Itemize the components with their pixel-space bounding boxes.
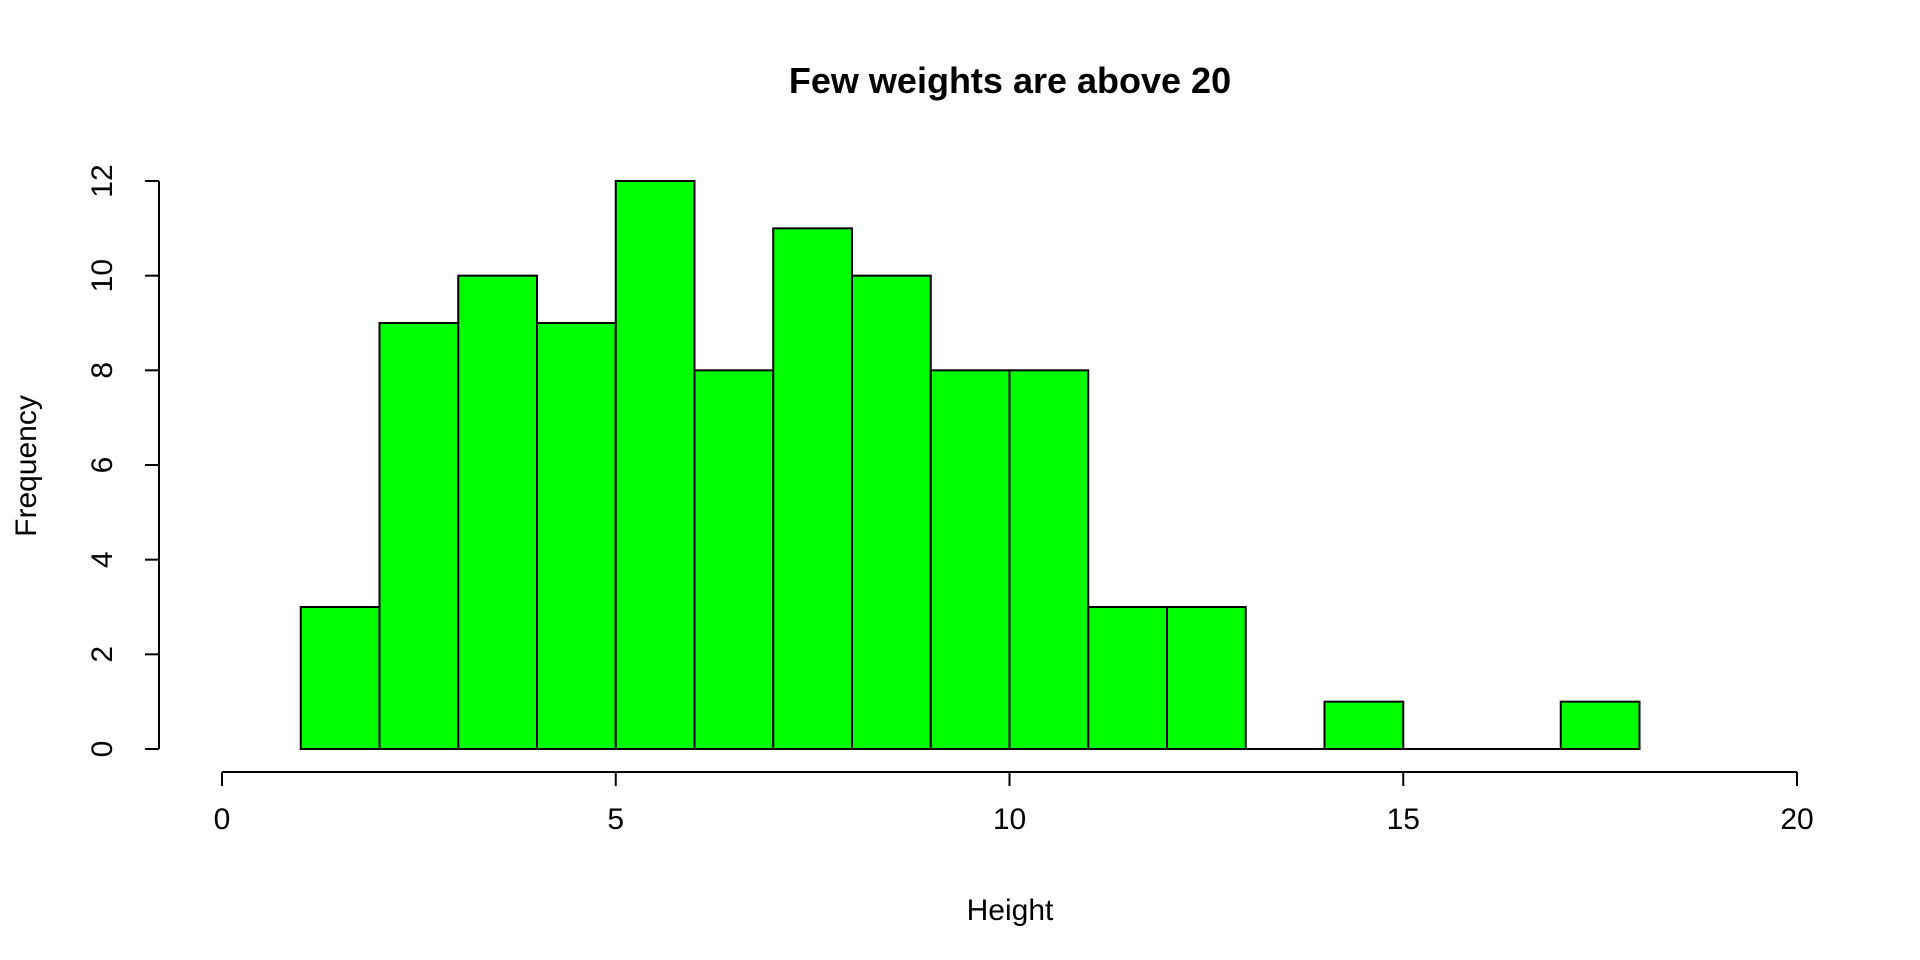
histogram-bar-5-6 <box>614 180 696 750</box>
histogram-bar-7-8 <box>772 227 853 751</box>
histogram-bar-9-10 <box>929 369 1011 750</box>
x-axis: 0 5 10 15 20 <box>214 771 1814 836</box>
y-tick-label: 8 <box>86 362 119 379</box>
y-tick-label: 0 <box>86 741 119 758</box>
histogram-bar-10-11 <box>1008 369 1090 750</box>
y-tick-label: 4 <box>86 551 119 568</box>
y-tick-label: 6 <box>86 457 119 474</box>
histogram-bar-4-5 <box>536 322 617 750</box>
y-tick-label: 12 <box>86 164 119 197</box>
histogram-bar-3-4 <box>457 274 538 750</box>
x-tick-label: 15 <box>1387 803 1420 836</box>
histogram-bar-17-18 <box>1559 700 1641 751</box>
histogram-bar-1-2 <box>299 606 381 750</box>
bars-group <box>299 180 1641 751</box>
y-tick-label: 2 <box>86 646 119 663</box>
x-tick-label: 10 <box>993 803 1026 836</box>
histogram-bar-2-3 <box>378 322 460 750</box>
histogram-bar-14-15 <box>1323 700 1405 751</box>
y-tick-label: 10 <box>86 259 119 292</box>
x-tick-label: 0 <box>214 803 231 836</box>
x-axis-label: Height <box>967 894 1054 927</box>
histogram-bar-6-7 <box>693 369 775 750</box>
y-axis-label: Frequency <box>10 395 43 537</box>
histogram-bar-11-12 <box>1087 606 1168 750</box>
chart-title: Few weights are above 20 <box>789 60 1231 101</box>
histogram-bar-12-13 <box>1166 606 1247 750</box>
histogram-bar-8-9 <box>851 274 932 750</box>
y-axis: 0 2 4 6 8 10 12 <box>86 164 160 758</box>
x-tick-label: 5 <box>607 803 624 836</box>
x-tick-label: 20 <box>1780 803 1813 836</box>
